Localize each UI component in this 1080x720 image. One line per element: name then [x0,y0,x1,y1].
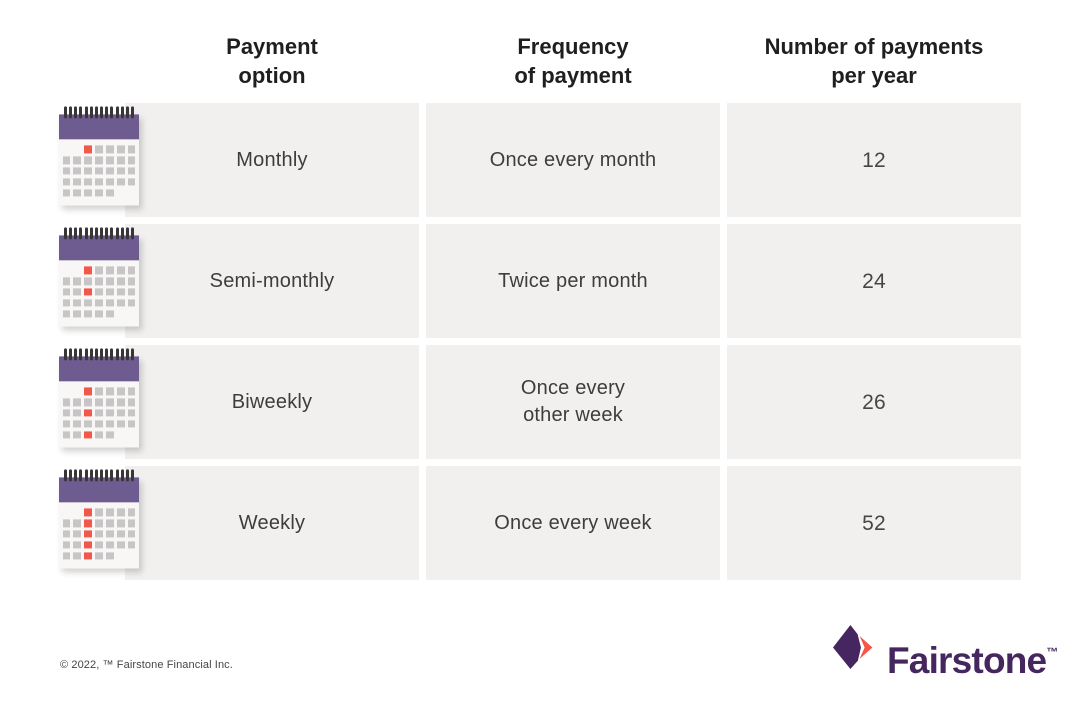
calendar-weekly-icon [59,469,139,569]
calendar-semimonthly-icon [59,227,139,327]
calendar-header-band [59,235,139,261]
table-header-row: Payment option Frequency of payment Numb… [125,32,1021,90]
payment-option-cell: Biweekly [125,345,419,459]
frequency-cell: Once every other week [426,345,720,459]
calendar-binding-rings [64,227,134,240]
frequency-cell: Once every week [426,466,720,580]
fairstone-logo: Fairstone™ [833,622,1058,679]
calendar-binding-rings [64,106,134,119]
table-row: Monthly Once every month 12 [59,103,1021,217]
table-row: Weekly Once every week 52 [59,466,1021,580]
calendar-binding-rings [64,469,134,482]
payments-per-year-cell: 12 [727,103,1021,217]
payments-per-year-cell: 26 [727,345,1021,459]
calendar-header-band [59,356,139,382]
calendar-grid [59,502,139,569]
payment-option-cell: Weekly [125,466,419,580]
copyright-text: © 2022, ™ Fairstone Financial Inc. [60,659,233,671]
table-row: Biweekly Once every other week 26 [59,345,1021,459]
calendar-grid [59,139,139,206]
table-row: Semi-monthly Twice per month 24 [59,224,1021,338]
calendar-header-band [59,477,139,503]
payment-option-cell: Semi-monthly [125,224,419,338]
payment-options-table: Payment option Frequency of payment Numb… [59,32,1021,587]
column-header-payment-option: Payment option [226,34,318,88]
calendar-binding-rings [64,348,134,361]
column-header-number-per-year: Number of payments per year [764,34,984,88]
payment-option-cell: Monthly [125,103,419,217]
frequency-cell: Once every month [426,103,720,217]
frequency-cell: Twice per month [426,224,720,338]
calendar-biweekly-icon [59,348,139,448]
payments-per-year-cell: 24 [727,224,1021,338]
calendar-grid [59,260,139,327]
calendar-grid [59,381,139,448]
payments-per-year-cell: 52 [727,466,1021,580]
fairstone-wordmark: Fairstone™ [887,640,1059,681]
trademark-symbol: ™ [1046,645,1059,659]
calendar-header-band [59,114,139,140]
column-header-frequency: Frequency of payment [514,34,632,88]
calendar-monthly-icon [59,106,139,206]
fairstone-diamond-icon [833,625,873,669]
